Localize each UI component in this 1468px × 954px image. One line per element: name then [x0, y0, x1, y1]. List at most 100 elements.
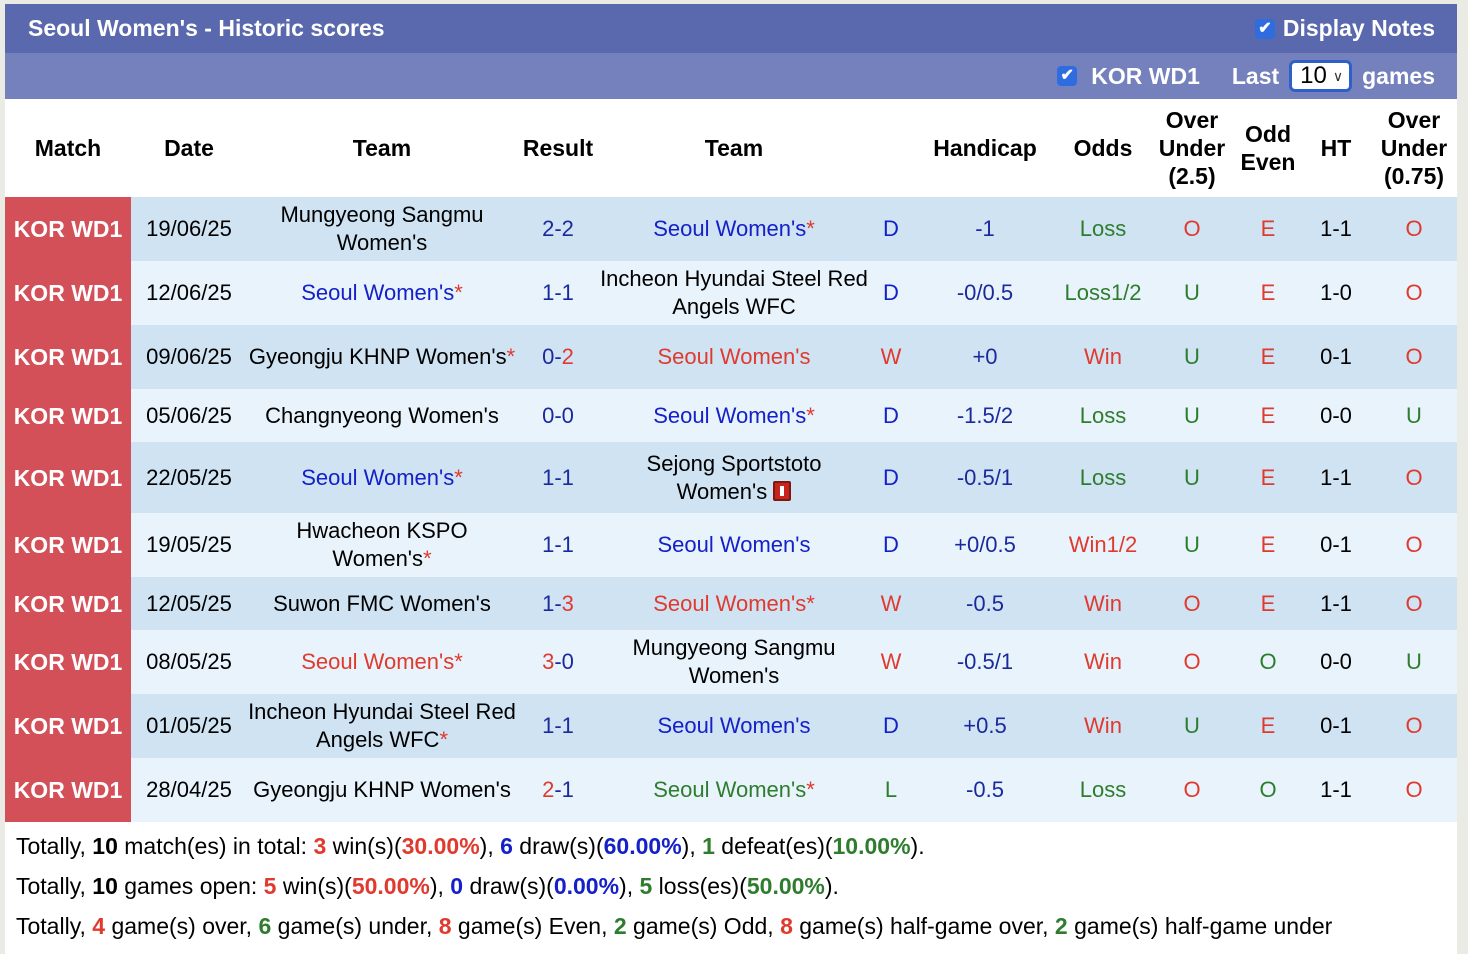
checkbox-checked-icon[interactable]: ✔ — [1254, 18, 1275, 39]
league-cell[interactable]: KOR WD1 — [5, 442, 131, 513]
date-cell: 19/06/25 — [131, 197, 247, 261]
league-cell[interactable]: KOR WD1 — [5, 694, 131, 758]
away-team-name[interactable]: Seoul Women's — [653, 402, 807, 428]
over-under-cell: O — [1149, 577, 1235, 630]
away-team-name[interactable]: Seoul Women's — [653, 590, 807, 616]
league-cell[interactable]: KOR WD1 — [5, 197, 131, 261]
home-team-name[interactable]: Seoul Women's — [301, 280, 455, 305]
home-team-name[interactable]: Incheon Hyundai Steel Red Angels WFC — [248, 699, 516, 752]
home-score: 0 — [542, 402, 555, 428]
away-team-cell[interactable]: Mungyeong Sangmu Women's — [599, 630, 869, 694]
away-team-name[interactable]: Mungyeong Sangmu Women's — [632, 635, 836, 688]
table-row[interactable]: KOR WD1 19/05/25 Hwacheon KSPO Women's* 1-1… — [5, 513, 1457, 577]
table-row[interactable]: KOR WD1 12/05/25 Suwon FMC Women's 1-3 Seoul… — [5, 577, 1457, 630]
games-count-select[interactable]: 10 ∨ — [1289, 60, 1353, 92]
away-team-cell[interactable]: Seoul Women's* — [599, 758, 869, 822]
home-team-name[interactable]: Seoul Women's — [301, 464, 455, 490]
checkbox-checked-icon[interactable]: ✔ — [1057, 66, 1078, 86]
home-team-name[interactable]: Mungyeong Sangmu Women's — [280, 202, 484, 255]
result-cell[interactable]: 1-3 — [517, 577, 599, 630]
result-cell[interactable]: 3-0 — [517, 630, 599, 694]
odd-even-cell: O — [1235, 758, 1301, 822]
away-team-name[interactable]: Seoul Women's — [657, 344, 811, 369]
home-team-cell[interactable]: Mungyeong Sangmu Women's — [247, 197, 517, 261]
home-team-cell[interactable]: Seoul Women's* — [247, 261, 517, 325]
home-team-cell[interactable]: Gyeongju KHNP Women's* — [247, 325, 517, 389]
result-cell[interactable]: 2-1 — [517, 758, 599, 822]
result-cell[interactable]: 0-2 — [517, 325, 599, 389]
date-cell: 05/06/25 — [131, 389, 247, 442]
home-team-cell[interactable]: Seoul Women's* — [247, 442, 517, 513]
league-cell[interactable]: KOR WD1 — [5, 261, 131, 325]
col-away-team: Team — [599, 99, 869, 197]
table-row[interactable]: KOR WD1 12/06/25 Seoul Women's* 1-1 Incheon … — [5, 261, 1457, 325]
league-cell[interactable]: KOR WD1 — [5, 389, 131, 442]
result-cell[interactable]: 1-1 — [517, 261, 599, 325]
league-filter-toggle[interactable]: ✔ KOR WD1 — [1057, 63, 1200, 90]
home-team-name[interactable]: Gyeongju KHNP Women's — [248, 344, 507, 369]
result-cell[interactable]: 1-1 — [517, 513, 599, 577]
league-filter-label: KOR WD1 — [1091, 62, 1200, 89]
table-row[interactable]: KOR WD1 22/05/25 Seoul Women's* 1-1 Sejong S… — [5, 442, 1457, 513]
home-team-cell[interactable]: Seoul Women's* — [247, 630, 517, 694]
odd-even-cell: E — [1235, 261, 1301, 325]
league-cell[interactable]: KOR WD1 — [5, 325, 131, 389]
away-team-name[interactable]: Seoul Women's — [653, 216, 807, 241]
ht-cell: 0-1 — [1301, 694, 1371, 758]
table-row[interactable]: KOR WD1 19/06/25 Mungyeong Sangmu Women's 2… — [5, 197, 1457, 261]
display-notes-toggle[interactable]: ✔ Display Notes — [1254, 15, 1435, 42]
over-under-ht-cell: O — [1371, 513, 1457, 577]
away-team-name[interactable]: Sejong Sportstoto Women's — [646, 450, 822, 504]
league-cell[interactable]: KOR WD1 — [5, 577, 131, 630]
table-row[interactable]: KOR WD1 08/05/25 Seoul Women's* 3-0 Mungyeon… — [5, 630, 1457, 694]
away-team-cell[interactable]: Seoul Women's* — [599, 389, 869, 442]
table-row[interactable]: KOR WD1 05/06/25 Changnyeong Women's 0-0 Seo… — [5, 389, 1457, 442]
away-team-cell[interactable]: Incheon Hyundai Steel Red Angels WFC — [599, 261, 869, 325]
odds-cell: Win — [1057, 630, 1149, 694]
away-team-name[interactable]: Incheon Hyundai Steel Red Angels WFC — [600, 266, 868, 319]
result-cell[interactable]: 0-0 — [517, 389, 599, 442]
away-team-cell[interactable]: Seoul Women's* — [599, 197, 869, 261]
league-cell[interactable]: KOR WD1 — [5, 513, 131, 577]
away-team-name[interactable]: Seoul Women's — [657, 713, 811, 738]
odds-cell: Win — [1057, 325, 1149, 389]
handicap-cell: +0/0.5 — [913, 513, 1057, 577]
table-row[interactable]: KOR WD1 01/05/25 Incheon Hyundai Steel Red… — [5, 694, 1457, 758]
away-team-cell[interactable]: Seoul Women's — [599, 325, 869, 389]
away-team-cell[interactable]: Seoul Women's* — [599, 577, 869, 630]
odds-cell: Win — [1057, 577, 1149, 630]
away-team-cell[interactable]: Seoul Women's — [599, 513, 869, 577]
home-team-cell[interactable]: Incheon Hyundai Steel Red Angels WFC* — [247, 694, 517, 758]
result-cell[interactable]: 2-2 — [517, 197, 599, 261]
home-score: 2 — [542, 777, 555, 802]
games-label: games — [1362, 62, 1435, 89]
home-team-cell[interactable]: Gyeongju KHNP Women's — [247, 758, 517, 822]
home-team-name[interactable]: Changnyeong Women's — [265, 402, 499, 428]
league-cell[interactable]: KOR WD1 — [5, 630, 131, 694]
over-under-ht-cell: O — [1371, 442, 1457, 513]
handicap-cell: +0.5 — [913, 694, 1057, 758]
away-team-cell[interactable]: Sejong Sportstoto Women's — [599, 442, 869, 513]
home-team-name[interactable]: Hwacheon KSPO Women's — [296, 518, 468, 571]
wdl-cell: L — [869, 758, 913, 822]
odd-even-cell: E — [1235, 513, 1301, 577]
home-team-cell[interactable]: Changnyeong Women's — [247, 389, 517, 442]
home-score: 1 — [542, 590, 555, 616]
home-team-cell[interactable]: Hwacheon KSPO Women's* — [247, 513, 517, 577]
home-team-cell[interactable]: Suwon FMC Women's — [247, 577, 517, 630]
away-team-name[interactable]: Seoul Women's — [657, 532, 811, 557]
table-row[interactable]: KOR WD1 09/06/25 Gyeongju KHNP Women's* 0-2… — [5, 325, 1457, 389]
home-team-name[interactable]: Suwon FMC Women's — [273, 590, 491, 616]
home-team-name[interactable]: Seoul Women's — [301, 649, 455, 674]
result-cell[interactable]: 1-1 — [517, 442, 599, 513]
wdl-cell: D — [869, 389, 913, 442]
league-cell[interactable]: KOR WD1 — [5, 758, 131, 822]
table-row[interactable]: KOR WD1 28/04/25 Gyeongju KHNP Women's 2-1 S… — [5, 758, 1457, 822]
chevron-down-icon: ∨ — [1332, 67, 1344, 84]
red-card-icon — [773, 480, 792, 501]
result-cell[interactable]: 1-1 — [517, 694, 599, 758]
home-team-name[interactable]: Gyeongju KHNP Women's — [253, 777, 511, 802]
away-team-name[interactable]: Seoul Women's — [653, 777, 807, 802]
away-team-cell[interactable]: Seoul Women's — [599, 694, 869, 758]
star-marker: * — [506, 344, 516, 369]
